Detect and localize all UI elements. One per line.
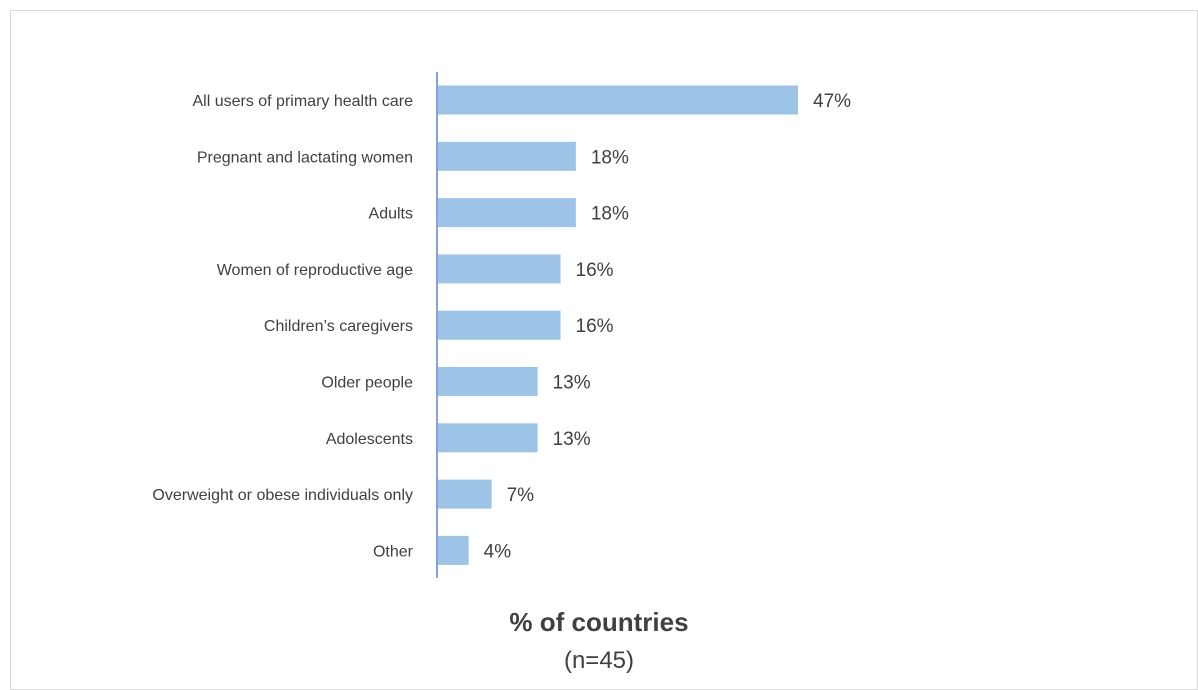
data-label: 16% bbox=[576, 260, 614, 281]
bars-layer bbox=[438, 85, 798, 565]
category-label: Other bbox=[373, 543, 414, 560]
data-label: 16% bbox=[576, 316, 614, 337]
category-label: Overweight or obese individuals only bbox=[152, 487, 413, 504]
chart-frame bbox=[10, 10, 1198, 690]
bar bbox=[438, 535, 469, 565]
data-label: 13% bbox=[553, 373, 591, 394]
data-label: 4% bbox=[484, 541, 512, 562]
x-axis-title: % of countries bbox=[509, 607, 689, 637]
category-label: Older people bbox=[321, 375, 413, 392]
category-label: Children’s caregivers bbox=[264, 318, 413, 335]
category-label: All users of primary health care bbox=[192, 93, 413, 110]
category-label: Pregnant and lactating women bbox=[197, 149, 413, 166]
bar bbox=[438, 310, 561, 340]
data-label: 13% bbox=[553, 429, 591, 450]
bar bbox=[438, 141, 576, 171]
bar bbox=[438, 198, 576, 228]
category-label: Adolescents bbox=[326, 431, 413, 448]
category-label: Adults bbox=[369, 206, 413, 223]
data-labels: 47% 18% 18% 16% 16% 13% 13% 7% 4% bbox=[484, 91, 851, 562]
category-labels: All users of primary health care Pregnant… bbox=[152, 93, 413, 560]
bar bbox=[438, 479, 492, 509]
data-label: 18% bbox=[591, 204, 629, 225]
bar bbox=[438, 367, 538, 396]
data-label: 18% bbox=[591, 147, 629, 168]
bar bbox=[438, 254, 561, 284]
x-axis-subtitle: (n=45) bbox=[563, 647, 635, 674]
data-label: 47% bbox=[813, 91, 851, 112]
data-label: 7% bbox=[507, 485, 535, 506]
bar bbox=[438, 85, 798, 115]
bar bbox=[438, 423, 538, 453]
category-label: Women of reproductive age bbox=[217, 262, 413, 279]
